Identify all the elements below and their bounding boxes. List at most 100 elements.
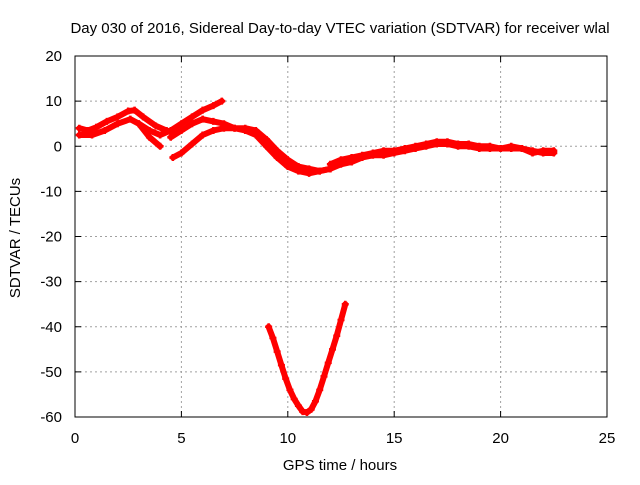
- grid-layer: [75, 56, 607, 417]
- y-tick-label: -60: [40, 409, 62, 426]
- y-tick-label: 10: [45, 93, 62, 110]
- data-point: [167, 126, 175, 134]
- data-point: [311, 397, 319, 405]
- y-axis-label: SDTVAR / TECUs: [7, 178, 24, 298]
- data-point: [443, 138, 451, 146]
- data-point: [337, 316, 345, 324]
- data-point: [231, 124, 239, 132]
- data-point: [433, 138, 441, 146]
- data-point: [369, 149, 377, 157]
- data-point: [337, 156, 345, 164]
- x-tick-label: 10: [279, 430, 296, 447]
- data-point: [316, 167, 324, 175]
- data-point: [390, 147, 398, 155]
- data-point: [263, 135, 271, 143]
- data-point: [156, 142, 164, 150]
- data-point: [465, 140, 473, 148]
- data-point: [341, 300, 349, 308]
- x-tick-label: 20: [492, 430, 509, 447]
- data-point: [333, 332, 341, 340]
- data-point: [177, 120, 185, 128]
- data-point: [411, 142, 419, 150]
- data-point: [507, 142, 515, 150]
- data-point: [218, 97, 226, 105]
- data-point: [273, 154, 281, 162]
- data-point: [497, 145, 505, 153]
- data-point: [294, 163, 302, 171]
- data-point: [273, 147, 281, 155]
- data-point: [401, 145, 409, 153]
- data-point: [177, 126, 185, 134]
- data-point: [348, 154, 356, 162]
- data-point: [135, 120, 143, 128]
- data-point: [177, 149, 185, 157]
- y-tick-label: 20: [45, 48, 62, 65]
- data-point: [75, 131, 83, 139]
- data-point: [539, 147, 547, 155]
- x-tick-label: 25: [599, 430, 616, 447]
- data-point: [188, 140, 196, 148]
- series-line-arc-6: [327, 138, 557, 168]
- y-tick-label: -30: [40, 274, 62, 291]
- y-tick-label: 0: [54, 138, 62, 155]
- data-point: [358, 151, 366, 159]
- data-point: [131, 106, 139, 114]
- y-tick-label: -10: [40, 183, 62, 200]
- data-point: [286, 386, 294, 394]
- x-tick-label: 15: [386, 430, 403, 447]
- data-point: [92, 123, 100, 131]
- data-point: [475, 142, 483, 150]
- data-point: [320, 372, 328, 380]
- data-point: [209, 102, 217, 110]
- data-point: [241, 124, 249, 132]
- series-line-arc-5: [167, 116, 334, 175]
- data-point: [88, 131, 96, 139]
- tick-layer: 0 5 10 15 20 25 -60 -50 -40 -30 -20 -10 0 10 20: [40, 48, 615, 447]
- data-point: [284, 163, 292, 171]
- data-point: [303, 408, 311, 416]
- data-point: [188, 120, 196, 128]
- x-axis-label: GPS time / hours: [283, 457, 397, 474]
- y-tick-label: -20: [40, 229, 62, 246]
- data-point: [290, 395, 298, 403]
- data-point: [114, 113, 122, 121]
- data-point: [220, 120, 228, 128]
- data-point: [199, 106, 207, 114]
- data-point: [209, 117, 217, 125]
- data-point: [252, 126, 260, 134]
- data-point: [326, 160, 334, 168]
- data-point: [282, 375, 290, 383]
- data-point: [75, 124, 83, 132]
- data-point: [277, 361, 285, 369]
- data-point: [454, 140, 462, 148]
- data-point: [529, 149, 537, 157]
- x-tick-label: 5: [177, 430, 185, 447]
- data-point: [152, 122, 160, 130]
- data-point: [486, 142, 494, 150]
- data-point: [209, 126, 217, 134]
- data-point: [103, 117, 111, 125]
- data-point: [126, 115, 134, 123]
- data-point: [265, 323, 273, 331]
- y-tick-label: -40: [40, 319, 62, 336]
- data-point: [307, 405, 315, 413]
- series-line-arc-4: [169, 125, 557, 177]
- data-point: [114, 120, 122, 128]
- data-point: [188, 113, 196, 121]
- data-point: [199, 115, 207, 123]
- data-point: [550, 147, 558, 155]
- data-point: [156, 131, 164, 139]
- data-point: [294, 402, 302, 410]
- data-point: [380, 147, 388, 155]
- data-point: [139, 113, 147, 121]
- data-point: [284, 156, 292, 164]
- data-point: [269, 334, 277, 342]
- data-layer: [75, 97, 558, 416]
- data-point: [305, 165, 313, 173]
- data-point: [124, 107, 132, 115]
- data-point: [324, 359, 332, 367]
- plot-frame: [74, 55, 608, 418]
- x-tick-label: 0: [71, 430, 79, 447]
